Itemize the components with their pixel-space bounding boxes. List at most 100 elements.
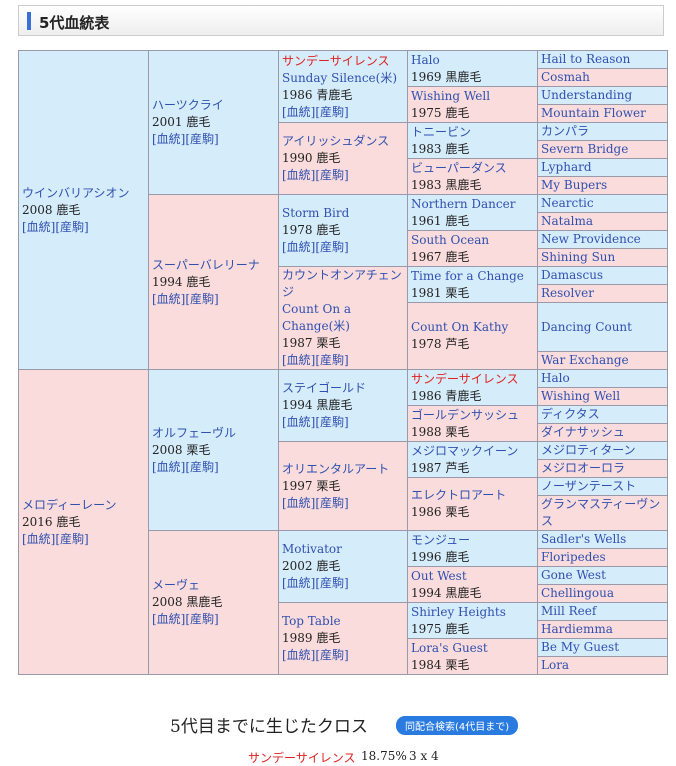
horse-name[interactable]: Dancing Count	[541, 319, 632, 334]
link[interactable]: [血統]	[152, 459, 186, 474]
link[interactable]: [血統]	[282, 168, 316, 182]
horse-name[interactable]: Mountain Flower	[541, 106, 646, 120]
horse-name[interactable]: Gone West	[541, 568, 606, 582]
horse-name[interactable]: アイリッシュダンス	[282, 134, 390, 148]
horse-name[interactable]: モンジュー	[411, 532, 471, 547]
link[interactable]: [産駒]	[315, 240, 349, 254]
horse-name[interactable]: Lyphard	[541, 160, 592, 174]
horse-name[interactable]: Natalma	[541, 214, 594, 228]
horse-cell: Hardiemma	[537, 620, 668, 639]
link[interactable]: [血統]	[282, 576, 316, 590]
horse-name[interactable]: ビューパーダンス	[411, 160, 507, 175]
horse-name[interactable]: Top Table	[282, 614, 341, 628]
link[interactable]: [産駒]	[185, 612, 219, 626]
horse-name[interactable]: カンパラ	[541, 124, 590, 138]
horse-name[interactable]: Out West	[411, 568, 467, 583]
horse-name-en[interactable]: Count On a Change(米)	[282, 302, 352, 333]
link[interactable]: [産駒]	[185, 291, 219, 306]
link[interactable]: [産駒]	[55, 531, 89, 546]
horse-name[interactable]: メジロティターン	[541, 443, 636, 457]
horse-name[interactable]: グランマスティーヴンス	[541, 497, 661, 528]
horse-name[interactable]: ウインバリアシオン	[22, 185, 130, 200]
horse-name[interactable]: メジロマックイーン	[411, 443, 519, 458]
horse-name[interactable]: サンデーサイレンス	[282, 53, 390, 68]
link[interactable]: [産駒]	[315, 415, 349, 429]
horse-name[interactable]: スーパーバレリーナ	[152, 257, 260, 272]
link[interactable]: [血統]	[152, 132, 186, 146]
horse-name[interactable]: Shirley Heights	[411, 604, 506, 619]
horse-name[interactable]: サンデーサイレンス	[411, 371, 519, 386]
link[interactable]: [産駒]	[315, 104, 349, 119]
horse-name[interactable]: Motivator	[282, 542, 342, 556]
horse-info: 1988 栗毛	[411, 424, 470, 439]
link[interactable]: [産駒]	[185, 459, 219, 474]
horse-name[interactable]: Halo	[411, 52, 440, 67]
horse-name[interactable]: Wishing Well	[541, 389, 621, 403]
horse-name[interactable]: Floripedes	[541, 550, 606, 564]
horse-name[interactable]: Understanding	[541, 88, 633, 102]
horse-name[interactable]: Sadler's Wells	[541, 532, 627, 546]
horse-name[interactable]: ゴールデンサッシュ	[411, 407, 520, 422]
horse-name[interactable]: エレクトロアート	[411, 488, 507, 502]
horse-name[interactable]: Hail to Reason	[541, 52, 631, 66]
link[interactable]: [血統]	[282, 495, 316, 510]
horse-name[interactable]: オリエンタルアート	[282, 461, 390, 476]
horse-name[interactable]: メロディーレーン	[22, 497, 117, 512]
horse-name[interactable]: Lora's Guest	[411, 640, 488, 655]
horse-name[interactable]: Mill Reef	[541, 604, 597, 618]
horse-name[interactable]: ディクタス	[541, 407, 600, 421]
link[interactable]: [産駒]	[315, 648, 349, 662]
horse-name[interactable]: Nearctic	[541, 196, 594, 210]
link[interactable]: [血統]	[22, 531, 56, 546]
horse-name[interactable]: War Exchange	[541, 353, 629, 367]
horse-name[interactable]: My Bupers	[541, 178, 608, 192]
link[interactable]: [血統]	[282, 648, 316, 662]
link[interactable]: [血統]	[152, 291, 186, 306]
link[interactable]: [血統]	[22, 219, 56, 234]
horse-name[interactable]: South Ocean	[411, 232, 490, 247]
horse-name[interactable]: Count On Kathy	[411, 320, 509, 334]
link[interactable]: [血統]	[152, 612, 186, 626]
horse-name[interactable]: Storm Bird	[282, 206, 350, 220]
horse-info: 1987 芦毛	[411, 460, 470, 475]
horse-name[interactable]: Lora	[541, 658, 570, 672]
horse-name[interactable]: Northern Dancer	[411, 196, 516, 211]
horse-name[interactable]: Shining Sun	[541, 250, 616, 264]
horse-name[interactable]: Time for a Change	[411, 268, 524, 283]
horse-name[interactable]: オルフェーヴル	[152, 425, 237, 440]
horse-cell: Halo	[537, 369, 668, 388]
link[interactable]: [血統]	[282, 104, 316, 119]
horse-name[interactable]: ハーツクライ	[152, 98, 224, 112]
link[interactable]: [血統]	[282, 353, 316, 367]
link[interactable]: [産駒]	[55, 219, 89, 234]
link[interactable]: [産駒]	[315, 353, 349, 367]
horse-name[interactable]: ノーザンテースト	[541, 479, 637, 493]
header: 5代血統表	[18, 5, 664, 36]
horse-name-en[interactable]: Sunday Silence(米)	[282, 70, 398, 85]
horse-name[interactable]: Halo	[541, 371, 570, 385]
horse-name[interactable]: ステイゴールド	[282, 381, 367, 395]
link[interactable]: [血統]	[282, 415, 316, 429]
horse-name[interactable]: Severn Bridge	[541, 142, 629, 156]
horse-name[interactable]: Cosmah	[541, 70, 590, 84]
horse-name[interactable]: Resolver	[541, 286, 594, 300]
link[interactable]: [産駒]	[185, 132, 219, 146]
horse-name[interactable]: Be My Guest	[541, 640, 620, 654]
horse-name[interactable]: New Providence	[541, 232, 641, 246]
horse-name[interactable]: Chellingoua	[541, 586, 615, 600]
horse-name[interactable]: Wishing Well	[411, 88, 491, 103]
cross-name[interactable]: サンデーサイレンス	[248, 751, 356, 765]
links: [血統][産駒]	[22, 531, 145, 548]
horse-name[interactable]: カウントオンアチェンジ	[282, 268, 402, 299]
search-button[interactable]: 同配合検索(4代目まで)	[396, 716, 519, 735]
horse-name[interactable]: Damascus	[541, 268, 604, 282]
horse-name[interactable]: ダイナサッシュ	[541, 425, 625, 439]
link[interactable]: [産駒]	[315, 168, 349, 182]
link[interactable]: [産駒]	[315, 576, 349, 590]
link[interactable]: [産駒]	[315, 495, 349, 510]
horse-name[interactable]: メーヴェ	[152, 578, 201, 592]
horse-name[interactable]: メジロオーロラ	[541, 461, 626, 475]
horse-name[interactable]: Hardiemma	[541, 622, 613, 636]
link[interactable]: [血統]	[282, 240, 316, 254]
horse-name[interactable]: トニービン	[411, 124, 472, 139]
